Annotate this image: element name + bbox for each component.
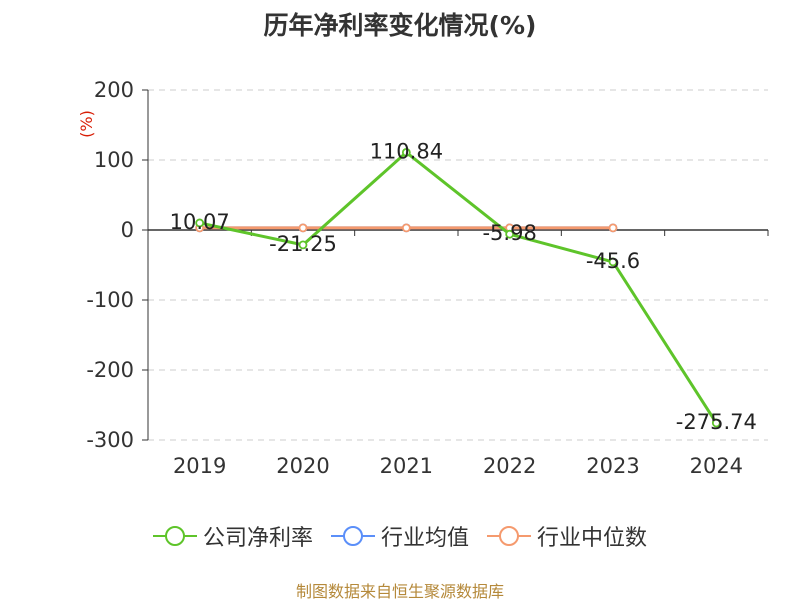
x-tick-label: 2022 <box>483 454 536 478</box>
legend-item-company[interactable]: 公司净利率 <box>152 520 313 552</box>
legend-label: 行业均值 <box>380 526 469 551</box>
x-tick-label: 2023 <box>586 454 639 478</box>
data-label: -21.25 <box>269 232 337 256</box>
y-tick-label: 100 <box>94 148 134 172</box>
y-tick-label: -200 <box>86 358 134 382</box>
data-label: 110.84 <box>370 139 443 163</box>
x-tick-label: 2024 <box>690 454 743 478</box>
legend-label: 公司净利率 <box>202 526 313 551</box>
data-point <box>195 218 205 228</box>
y-tick-label: -300 <box>86 428 134 452</box>
data-source-note: 制图数据来自恒生聚源数据库 <box>295 582 504 601</box>
data-point <box>711 418 721 428</box>
legend-label: 行业中位数 <box>537 526 648 551</box>
data-label: -275.74 <box>676 410 757 434</box>
legend-marker-icon <box>487 524 531 548</box>
legend-ring <box>342 526 363 546</box>
line-chart: 200 100 0 -100 -200 -300 2019 2020 2021 2022 2023 2… <box>77 78 769 478</box>
data-point <box>608 257 618 267</box>
data-label: -5.98 <box>482 221 536 245</box>
data-label: -45.6 <box>586 249 640 273</box>
y-tick-label: -100 <box>86 288 134 312</box>
y-tick-label: 200 <box>94 78 134 102</box>
y-tick-label: 0 <box>121 218 134 242</box>
chart-legend: 公司净利率 行业均值 行业中位数 <box>0 520 800 552</box>
data-point <box>401 148 411 157</box>
data-point <box>298 223 308 233</box>
legend-ring <box>164 526 185 546</box>
x-tick-label: 2019 <box>173 454 226 478</box>
data-point <box>608 223 618 233</box>
legend-marker-icon <box>152 524 197 548</box>
data-point <box>298 240 308 250</box>
y-axis-unit-label: (%) <box>77 110 96 138</box>
series-line-company <box>199 150 718 424</box>
data-point <box>505 229 515 239</box>
legend-marker-icon <box>330 524 375 548</box>
legend-item-industry-avg[interactable]: 行业均值 <box>330 520 469 552</box>
legend-item-industry-median[interactable]: 行业中位数 <box>487 520 647 552</box>
x-tick-label: 2020 <box>276 454 329 478</box>
x-tick-label: 2021 <box>380 454 433 478</box>
legend-ring <box>499 526 519 546</box>
data-point <box>401 223 411 233</box>
data-label: 10.07 <box>170 210 230 234</box>
chart-title: 历年净利率变化情况(%) <box>263 11 537 40</box>
